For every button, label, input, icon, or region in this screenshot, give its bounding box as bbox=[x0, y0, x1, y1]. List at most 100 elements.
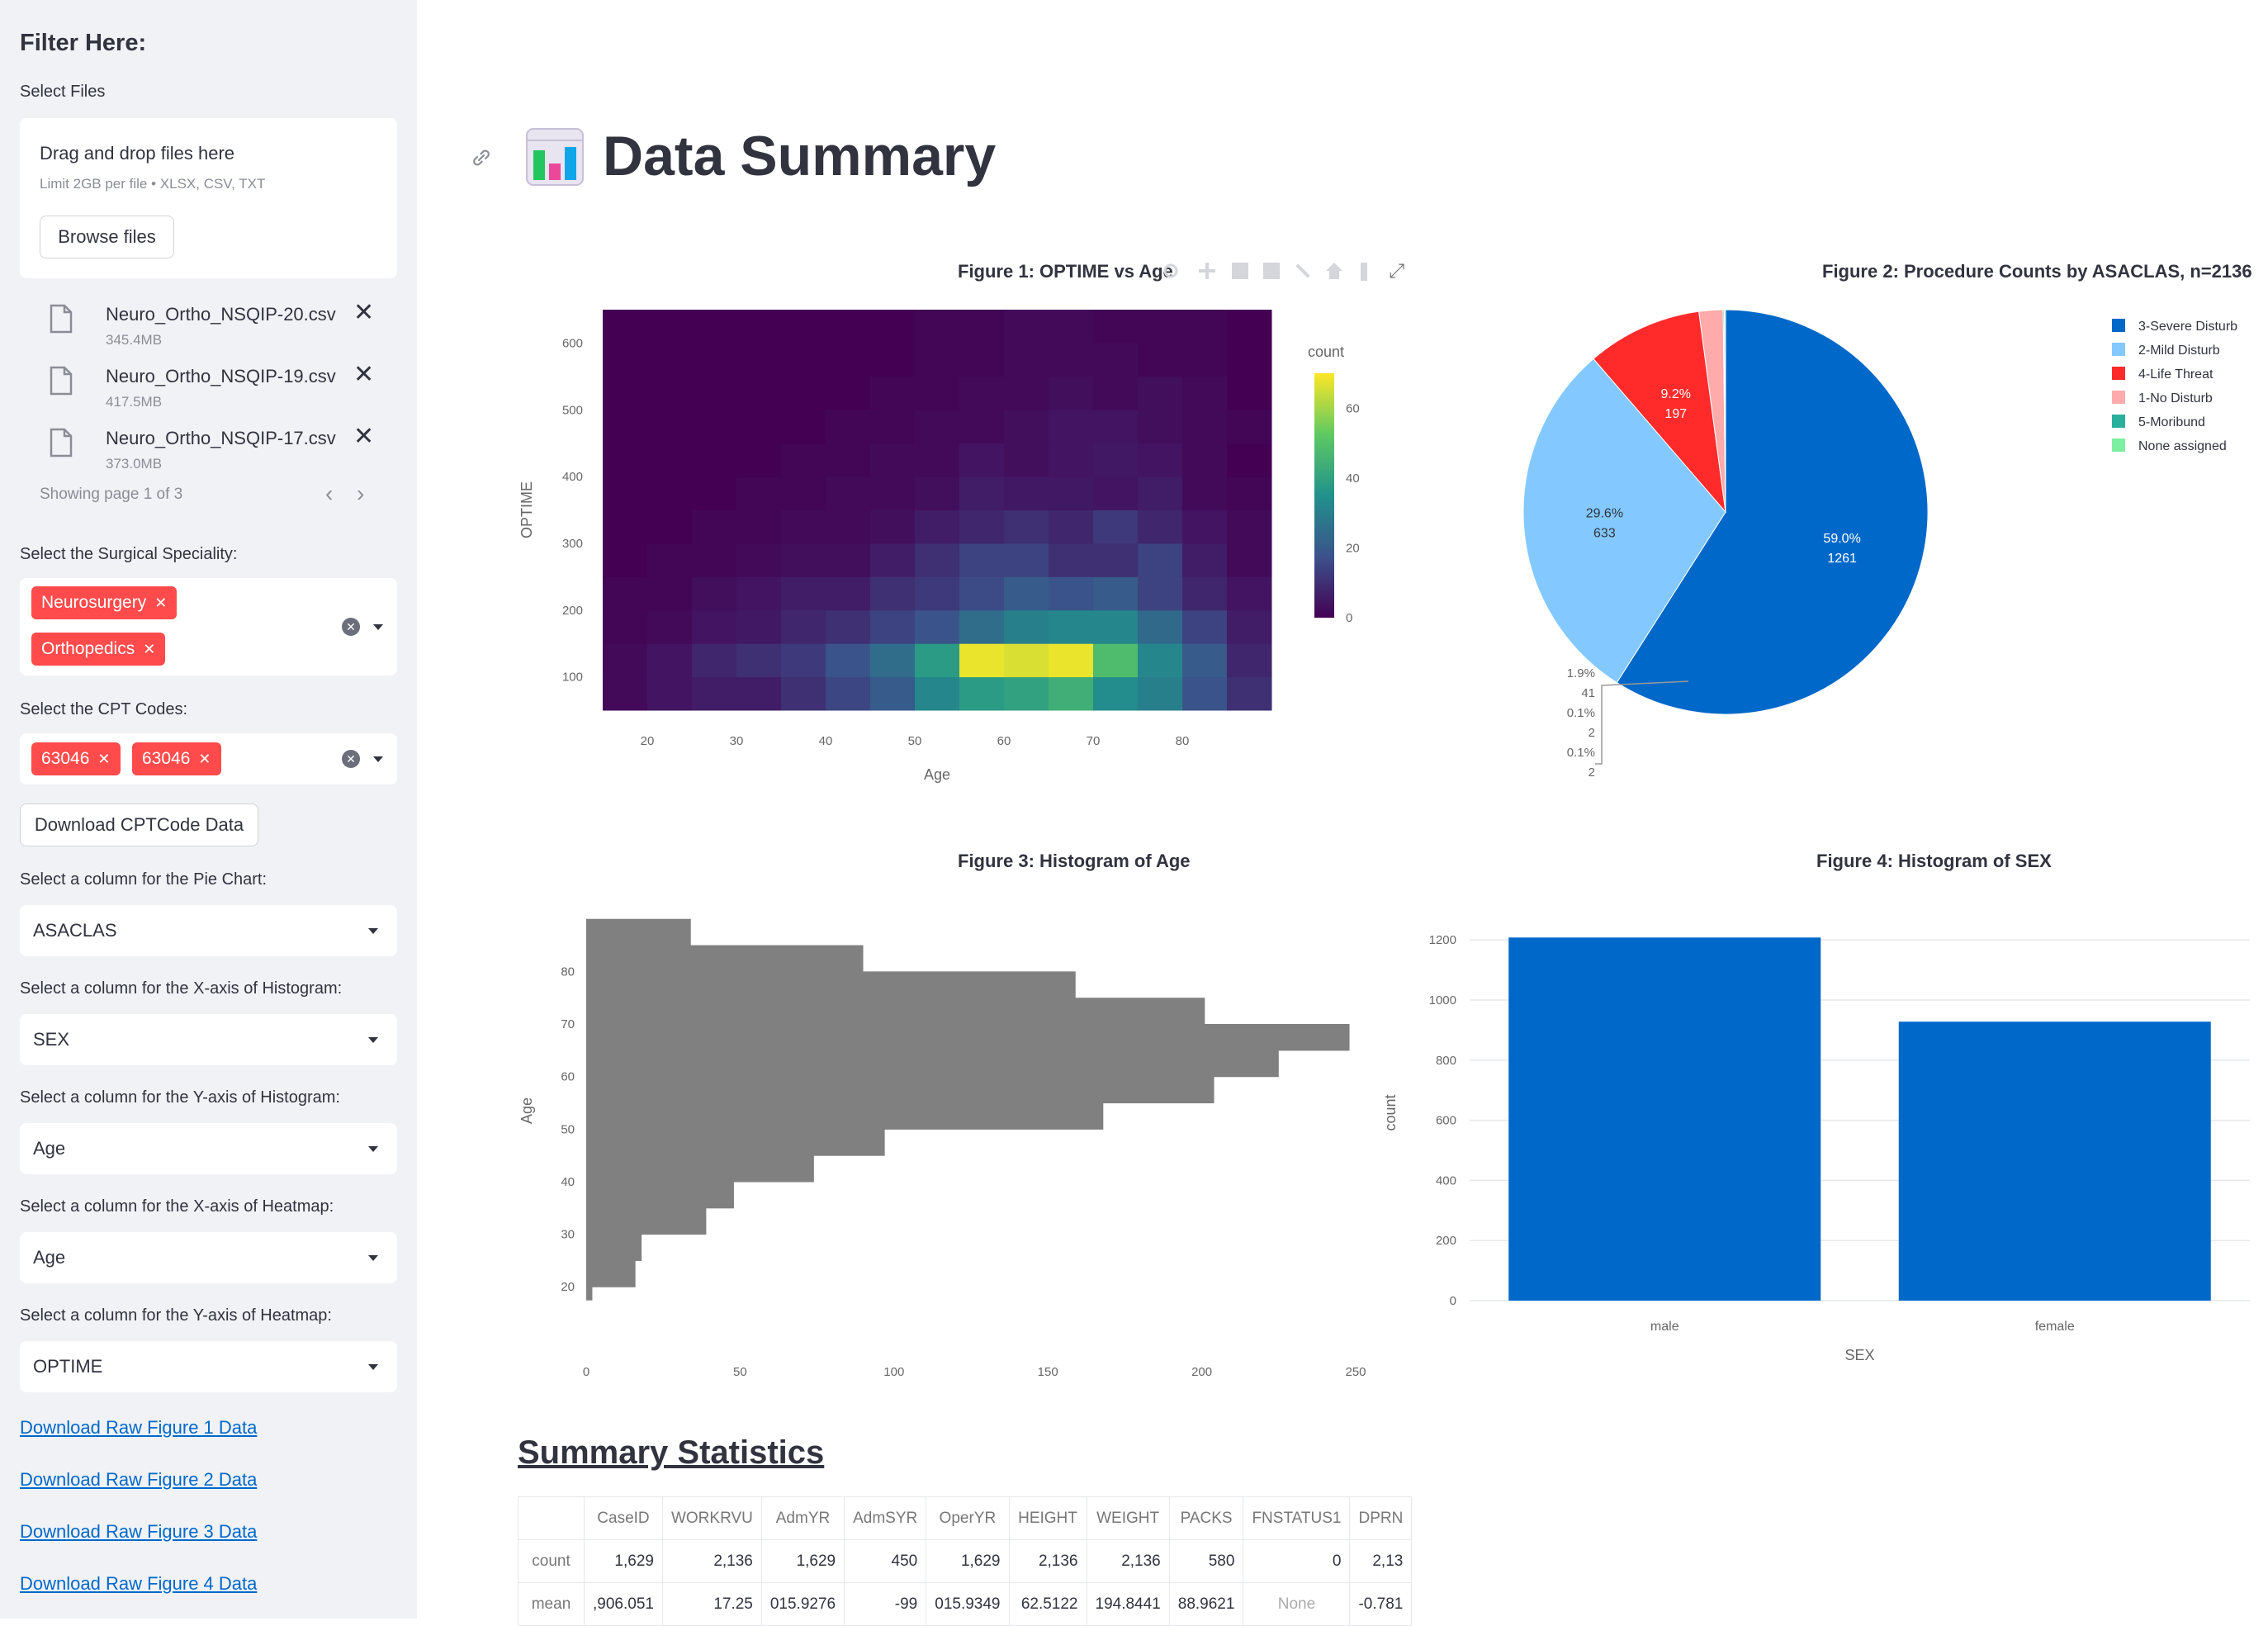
heatmap-cell bbox=[1049, 609, 1094, 644]
figure4-title: Figure 4: Histogram of SEX bbox=[1816, 851, 2052, 871]
x-tick-label: 80 bbox=[1176, 734, 1190, 748]
table-cell: 0 bbox=[1243, 1539, 1351, 1583]
slice-value-label: 41 bbox=[1581, 686, 1595, 700]
heatmap-cell bbox=[692, 643, 737, 678]
heatmap-cell bbox=[736, 343, 782, 377]
cpt-tag[interactable]: 63046 ✕ bbox=[132, 742, 221, 775]
download-figure2-link[interactable]: Download Raw Figure 2 Data bbox=[20, 1469, 258, 1490]
heatmap-cell bbox=[870, 609, 916, 644]
y-tick-label: 200 bbox=[1436, 1234, 1456, 1248]
link-icon[interactable] bbox=[469, 145, 494, 170]
tag-label: Neurosurgery bbox=[41, 593, 147, 612]
file-name: Neuro_Ortho_NSQIP-20.csv bbox=[106, 304, 336, 325]
pie-slice bbox=[1616, 309, 1929, 715]
specialty-multiselect[interactable]: Neurosurgery ✕ Orthopedics ✕ ✕ bbox=[20, 578, 397, 676]
heatmap-cell bbox=[1182, 576, 1228, 611]
heaty-select[interactable]: OPTIME bbox=[20, 1341, 397, 1392]
table-header: WORKRVU bbox=[661, 1496, 762, 1540]
chevron-down-icon[interactable] bbox=[368, 1255, 378, 1261]
x-tick-label: 0 bbox=[583, 1365, 589, 1379]
heaty-label: Select a column for the Y-axis of Heatma… bbox=[20, 1306, 332, 1325]
x-tick-label: 50 bbox=[733, 1365, 747, 1379]
heatmap-cell bbox=[1049, 676, 1094, 711]
y-axis-label: OPTIME bbox=[518, 481, 535, 538]
heatmap-cell bbox=[736, 410, 782, 444]
download-figure3-link[interactable]: Download Raw Figure 3 Data bbox=[20, 1521, 258, 1542]
download-cpt-button[interactable]: Download CPTCode Data bbox=[20, 804, 258, 846]
spike-icon bbox=[1361, 263, 1367, 281]
remove-file-icon[interactable]: ✕ bbox=[353, 299, 375, 326]
histogram-bar bbox=[586, 1129, 885, 1156]
bar bbox=[1508, 937, 1821, 1301]
row-label: mean bbox=[518, 1582, 585, 1626]
chevron-down-icon[interactable] bbox=[368, 928, 378, 934]
chevron-down-icon[interactable] bbox=[373, 624, 383, 630]
heatmap-cell bbox=[959, 510, 1005, 544]
remove-tag-icon[interactable]: ✕ bbox=[97, 750, 111, 767]
slice-value-label: 1261 bbox=[1827, 552, 1857, 566]
heatmap-cell bbox=[1004, 643, 1049, 678]
heatmap-cell bbox=[647, 410, 693, 444]
heatmap-cell bbox=[1004, 443, 1049, 477]
chart-modebar[interactable]: ⤢ bbox=[1156, 256, 1412, 286]
heatmap-cell bbox=[1093, 676, 1139, 711]
histogram-bar bbox=[586, 1181, 734, 1209]
heatmap-cell bbox=[915, 676, 960, 711]
x-tick-label: 30 bbox=[730, 734, 744, 748]
heatmap-cell bbox=[1227, 576, 1272, 611]
chevron-down-icon[interactable] bbox=[368, 1364, 378, 1370]
heatmap-cell bbox=[1138, 476, 1183, 510]
remove-file-icon[interactable]: ✕ bbox=[353, 361, 375, 388]
heatmap-cell bbox=[1227, 410, 1272, 444]
heatmap-cell bbox=[1093, 510, 1139, 544]
cpt-tag[interactable]: 63046 ✕ bbox=[31, 742, 121, 775]
file-dropzone[interactable]: Drag and drop files here Limit 2GB per f… bbox=[20, 118, 397, 278]
heatmap-cell bbox=[1227, 376, 1272, 410]
table-header: AdmYR bbox=[760, 1496, 845, 1540]
browse-files-button[interactable]: Browse files bbox=[40, 216, 174, 258]
heatmap-cell bbox=[1004, 410, 1049, 444]
heatx-select[interactable]: Age bbox=[20, 1232, 397, 1283]
download-figure4-link[interactable]: Download Raw Figure 4 Data bbox=[20, 1573, 258, 1594]
pie-column-select[interactable]: ASACLAS bbox=[20, 905, 397, 956]
x-tick-label: 20 bbox=[641, 734, 655, 748]
specialty-tag[interactable]: Neurosurgery ✕ bbox=[31, 586, 178, 619]
clear-all-icon[interactable]: ✕ bbox=[342, 618, 360, 636]
heatmap-cell bbox=[1004, 609, 1049, 644]
heatmap-cell bbox=[647, 443, 693, 477]
legend-swatch bbox=[2112, 343, 2125, 356]
next-page-icon[interactable]: › bbox=[357, 481, 365, 506]
slice-percent-label: 29.6% bbox=[1586, 507, 1623, 521]
heatmap-cell bbox=[915, 476, 960, 510]
chevron-down-icon[interactable] bbox=[368, 1037, 378, 1043]
remove-tag-icon[interactable]: ✕ bbox=[198, 750, 211, 767]
heatmap-cell bbox=[781, 443, 826, 477]
clear-all-icon[interactable]: ✕ bbox=[342, 750, 360, 768]
remove-tag-icon[interactable]: ✕ bbox=[154, 594, 168, 611]
specialty-tag[interactable]: Orthopedics ✕ bbox=[31, 633, 166, 666]
heatmap-cell bbox=[736, 510, 782, 544]
summary-stats-title: Summary Statistics bbox=[518, 1434, 825, 1471]
table-cell: 62.5122 bbox=[1008, 1582, 1087, 1626]
y-tick-label: 600 bbox=[1436, 1114, 1456, 1128]
histogram-bar bbox=[586, 971, 1076, 998]
heatmap-cell bbox=[826, 343, 871, 377]
histx-select[interactable]: SEX bbox=[20, 1014, 397, 1065]
chevron-down-icon[interactable] bbox=[368, 1146, 378, 1152]
download-figure1-link[interactable]: Download Raw Figure 1 Data bbox=[20, 1417, 258, 1438]
histy-select[interactable]: Age bbox=[20, 1123, 397, 1174]
prev-page-icon[interactable]: ‹ bbox=[325, 481, 334, 506]
table-cell: 450 bbox=[844, 1539, 927, 1583]
chevron-down-icon[interactable] bbox=[373, 756, 383, 762]
cpt-multiselect[interactable]: 63046 ✕ 63046 ✕ ✕ bbox=[20, 733, 397, 785]
figure2-pie: 59.0% 1261 29.6% 633 9.2% 197 1.9% 41 0.1% 2 0.1% 2… bbox=[1522, 309, 2237, 780]
remove-file-icon[interactable]: ✕ bbox=[353, 423, 375, 450]
file-size: 345.4MB bbox=[106, 332, 163, 348]
remove-tag-icon[interactable]: ✕ bbox=[143, 640, 156, 657]
heatmap-cell bbox=[870, 476, 916, 510]
select-value: ASACLAS bbox=[33, 920, 117, 941]
heatmap-cell bbox=[647, 310, 693, 344]
heatmap-cell bbox=[1182, 343, 1228, 377]
table-cell: 2,13 bbox=[1349, 1539, 1413, 1583]
heatmap-cell bbox=[647, 676, 693, 711]
